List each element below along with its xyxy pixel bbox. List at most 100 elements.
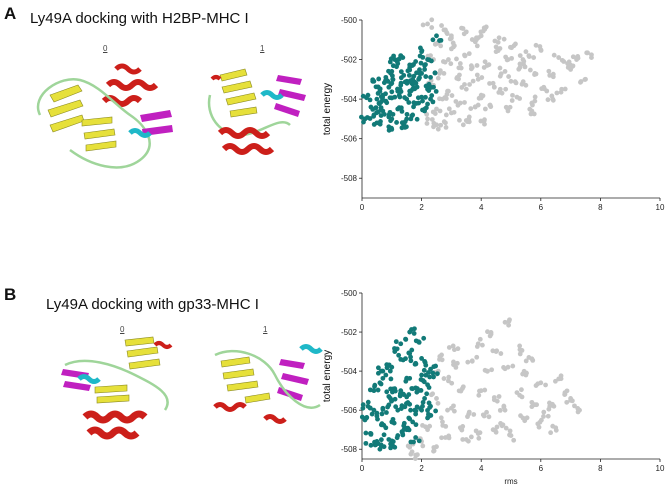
data-point: [441, 71, 447, 76]
data-point: [477, 336, 483, 342]
data-point: [519, 348, 525, 353]
data-point: [426, 400, 432, 406]
data-point: [380, 375, 386, 381]
data-point: [457, 117, 462, 123]
panel-b-model-1-structure: [213, 344, 323, 424]
data-point: [402, 404, 408, 410]
data-point: [434, 371, 440, 377]
data-point: [395, 407, 401, 413]
data-point: [451, 403, 456, 409]
data-point: [546, 406, 552, 412]
data-point: [570, 54, 576, 60]
data-point: [527, 106, 533, 112]
data-point: [569, 64, 575, 69]
data-point: [405, 443, 411, 449]
data-point: [365, 399, 371, 405]
data-point: [437, 354, 443, 359]
data-point: [372, 439, 377, 445]
data-point: [418, 45, 423, 51]
data-point: [390, 63, 396, 69]
data-point: [367, 431, 373, 436]
data-point: [451, 408, 457, 414]
data-point: [475, 102, 481, 108]
data-point: [407, 416, 413, 422]
data-point: [531, 111, 537, 117]
data-point: [402, 119, 408, 125]
data-point: [437, 38, 442, 43]
data-point: [381, 422, 387, 428]
x-tick-label: 10: [656, 464, 665, 473]
data-point: [420, 399, 426, 405]
data-point: [453, 365, 459, 370]
data-point: [498, 71, 504, 77]
data-point: [421, 335, 427, 341]
data-point: [545, 413, 551, 419]
data-point: [431, 364, 437, 370]
data-point: [406, 427, 412, 433]
data-point: [430, 109, 436, 115]
data-point: [427, 405, 433, 410]
data-point: [562, 86, 568, 92]
data-point: [488, 330, 494, 335]
data-point: [476, 435, 482, 441]
data-point: [450, 343, 456, 349]
data-point: [422, 396, 427, 401]
data-point: [449, 46, 454, 52]
data-point: [399, 125, 405, 131]
data-point: [400, 431, 405, 436]
data-point: [523, 358, 529, 364]
data-point: [430, 391, 436, 397]
data-point: [413, 435, 419, 440]
data-point: [377, 88, 383, 94]
data-point: [506, 74, 512, 79]
cyan-helix: [128, 128, 152, 138]
data-point: [417, 67, 422, 73]
beta-sheet-cluster: [47, 84, 117, 152]
data-point: [459, 85, 465, 90]
data-point: [429, 117, 435, 122]
x-tick-label: 0: [360, 203, 365, 212]
data-point: [423, 74, 429, 79]
data-point: [551, 403, 557, 409]
data-point: [431, 374, 436, 380]
data-point: [429, 17, 435, 23]
data-point: [510, 363, 516, 369]
data-point: [517, 392, 523, 398]
data-point: [379, 368, 385, 374]
data-point: [416, 438, 422, 444]
y-tick-label: -508: [341, 174, 358, 183]
data-point: [359, 414, 365, 420]
data-point: [550, 74, 556, 80]
data-point: [487, 81, 492, 86]
data-point: [389, 89, 395, 95]
x-tick-label: 2: [419, 203, 424, 212]
data-point: [430, 370, 436, 376]
panel-a-model-0-structure: [36, 63, 173, 169]
data-point: [429, 93, 435, 98]
data-point: [545, 97, 551, 103]
data-point: [386, 68, 391, 74]
data-point: [486, 62, 492, 68]
data-point: [489, 367, 495, 373]
data-point: [473, 428, 479, 434]
data-point: [503, 425, 509, 431]
data-point: [485, 329, 490, 335]
data-point: [396, 352, 402, 358]
panel-b-scatter-chart: 0 2 4 6 8 10 -500 -502 -504 -506 -508 total energy r…: [322, 289, 665, 484]
data-point: [510, 92, 515, 98]
data-point: [426, 88, 432, 94]
data-point: [420, 54, 426, 60]
cyan-helix: [299, 344, 323, 354]
data-point: [475, 76, 481, 82]
data-point: [491, 84, 497, 90]
data-point: [508, 78, 514, 84]
data-point: [501, 403, 507, 409]
data-point: [547, 400, 552, 406]
data-point: [480, 93, 486, 99]
data-point: [374, 96, 380, 102]
panel-b-title: Ly49A docking with gp33-MHC I: [46, 296, 259, 313]
data-point: [416, 340, 422, 345]
data-point: [494, 348, 500, 354]
data-point: [422, 106, 428, 112]
data-point: [553, 378, 558, 384]
